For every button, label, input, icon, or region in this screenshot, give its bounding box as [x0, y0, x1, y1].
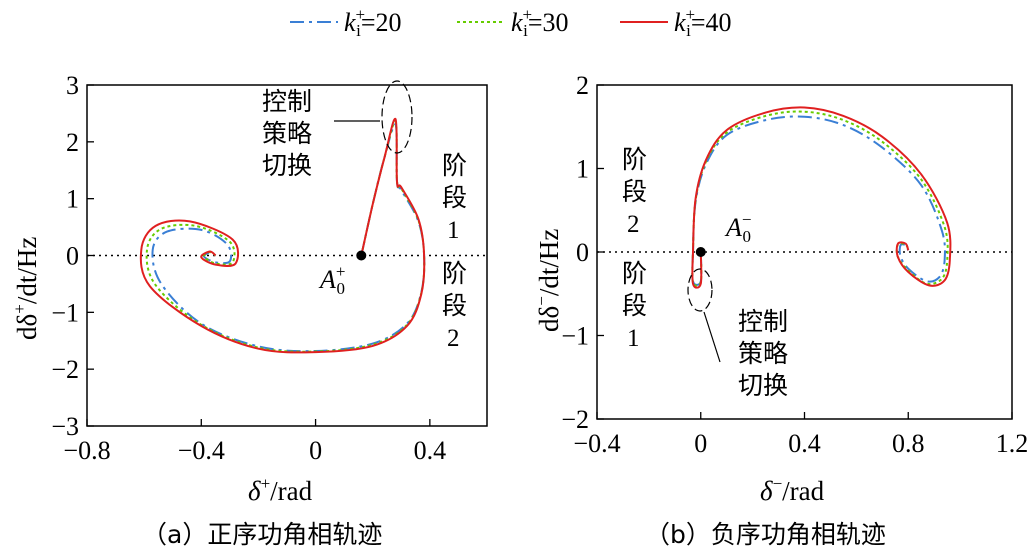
legend-item-1: k+ i=20: [290, 5, 402, 40]
y-tick-label-b: 0: [576, 238, 589, 267]
caption-a: （a）正序功角相轨迹: [142, 520, 382, 549]
legend-label-2: k+ i=30: [511, 5, 569, 40]
y-axis-label-a: dδ+/dt/Hz: [10, 237, 42, 340]
y-tick-label-a: 0: [66, 242, 79, 271]
x-tick-label-b: 0: [694, 429, 707, 458]
annotation-strategy-switch-a: 控制 策略 切换: [262, 87, 320, 180]
series-group-a: [139, 118, 426, 354]
legend-item-3: k+ i=40: [620, 5, 732, 40]
y-tick-label-a: 1: [66, 185, 79, 214]
annotation-strategy-switch-b: 控制 策略 切换: [738, 307, 796, 400]
x-tick-label-b: 1.2: [996, 429, 1029, 458]
series-line-b-3: [691, 106, 952, 289]
axes-b: −0.4 0 0.4 0.8 1.2 −2 −1 0 1 2: [561, 71, 1028, 458]
y-tick-label-a: −1: [51, 298, 79, 327]
annotation-stage-2-a: 阶 段 2: [442, 259, 475, 352]
axes-a: −0.8 −0.4 0 0.4 −3 −2 −1 0 1 2 3: [51, 71, 446, 465]
series-line-a-3: [139, 118, 426, 354]
panel-a: −0.8 −0.4 0 0.4 −3 −2 −1 0 1 2 3 控制 策略 切换 阶 段 1 阶 …: [10, 71, 488, 549]
legend-label-1: k+ i=20: [344, 5, 402, 40]
switch-ellipse-b: [687, 268, 713, 312]
annotation-stage-1-a: 阶 段 1: [442, 151, 475, 244]
legend: k+ i=20 k+ i=30 k+ i=40: [290, 5, 732, 40]
equilibrium-point-b: [695, 247, 706, 257]
annotation-stage-1-b: 阶 段 1: [622, 259, 655, 352]
x-tick-label-b: −0.4: [573, 429, 620, 458]
panel-b: −0.4 0 0.4 0.8 1.2 −2 −1 0 1 2 阶 段 2 阶 段 1 控制 策略 …: [532, 71, 1028, 549]
equilibrium-point-a: [356, 250, 367, 261]
equilibrium-label-b: A− 0: [724, 210, 751, 246]
x-tick-label-a: −0.8: [63, 436, 110, 465]
switch-leader-b: [703, 311, 721, 363]
x-tick-label-a: −0.4: [178, 436, 225, 465]
legend-item-2: k+ i=30: [457, 5, 569, 40]
series-line-b-1: [691, 115, 946, 286]
y-axis-label-b: dδ−/dt/Hz: [532, 229, 564, 332]
x-tick-label-a: 0: [309, 436, 322, 465]
y-tick-label-b: −2: [561, 405, 589, 434]
x-tick-label-b: 0.8: [892, 429, 925, 458]
y-tick-label-a: −3: [51, 412, 79, 441]
x-tick-label-a: 0.4: [414, 436, 447, 465]
annotation-stage-2-b: 阶 段 2: [622, 145, 655, 238]
y-tick-label-a: −2: [51, 355, 79, 384]
y-tick-label-a: 2: [66, 128, 79, 157]
x-axis-label-b: δ−/rad: [760, 474, 825, 506]
switch-ellipse-a: [381, 80, 413, 154]
series-group-b: [691, 106, 952, 289]
x-axis-label-a: δ+/rad: [248, 474, 313, 506]
caption-b: （b）负序功角相轨迹: [645, 520, 886, 549]
x-tick-label-b: 0.4: [788, 429, 821, 458]
y-tick-label-b: 1: [576, 155, 589, 184]
y-tick-label-b: −1: [561, 322, 589, 351]
equilibrium-label-a: A+ 0: [318, 262, 345, 298]
legend-label-3: k+ i=40: [674, 5, 732, 40]
series-line-b-2: [691, 110, 949, 287]
y-tick-label-a: 3: [66, 71, 79, 100]
y-tick-label-b: 2: [576, 71, 589, 100]
